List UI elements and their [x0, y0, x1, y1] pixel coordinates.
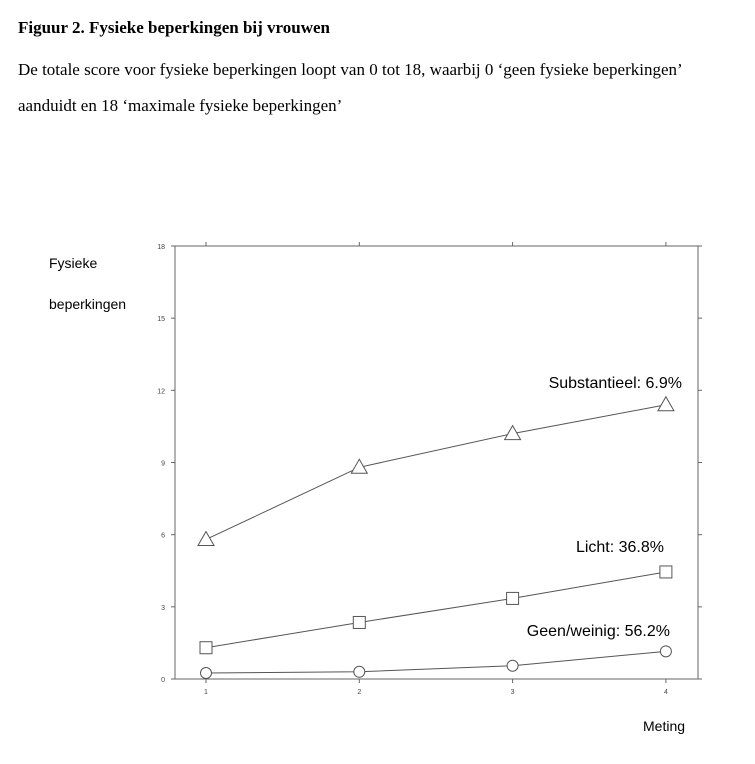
- y-axis-label-2: beperkingen: [49, 296, 126, 312]
- series-label: Licht: 36.8%: [576, 539, 664, 556]
- series-label: Geen/weinig: 56.2%: [527, 623, 670, 640]
- figure-title: Figuur 2. Fysieke beperkingen bij vrouwe…: [18, 18, 331, 37]
- x-tick-label: 3: [511, 689, 515, 696]
- y-tick-label: 9: [161, 461, 165, 468]
- series-label: Substantieel: 6.9%: [549, 375, 682, 392]
- triangle-marker: [197, 530, 215, 546]
- triangle-marker: [657, 395, 675, 412]
- circle-marker: [200, 666, 212, 679]
- circle-marker: [659, 645, 672, 658]
- y-tick-label: 12: [157, 388, 165, 395]
- x-axis-label: Meting: [643, 718, 685, 734]
- square-marker: [659, 565, 673, 579]
- y-axis-label-1: Fysieke: [49, 255, 97, 271]
- x-tick-label: 1: [204, 689, 208, 696]
- figure-caption: De totale score voor fysieke beperkingen…: [18, 60, 682, 115]
- square-marker: [352, 615, 366, 629]
- series-line: [205, 650, 666, 674]
- x-tick-label: 2: [357, 689, 361, 696]
- triangle-marker: [503, 424, 522, 441]
- triangle-marker: [350, 458, 369, 474]
- y-tick-label: 15: [157, 316, 165, 323]
- y-tick-label: 6: [161, 533, 165, 540]
- square-marker: [506, 591, 520, 605]
- series-line: [205, 571, 666, 649]
- plot-frame: [174, 245, 699, 680]
- x-tick-label: 4: [664, 689, 668, 696]
- circle-marker: [506, 659, 519, 672]
- y-tick-label: 0: [161, 677, 165, 684]
- circle-marker: [353, 665, 366, 678]
- y-tick-label: 18: [157, 244, 165, 251]
- series-line: [205, 404, 666, 540]
- square-marker: [199, 641, 213, 655]
- y-tick-label: 3: [161, 605, 165, 612]
